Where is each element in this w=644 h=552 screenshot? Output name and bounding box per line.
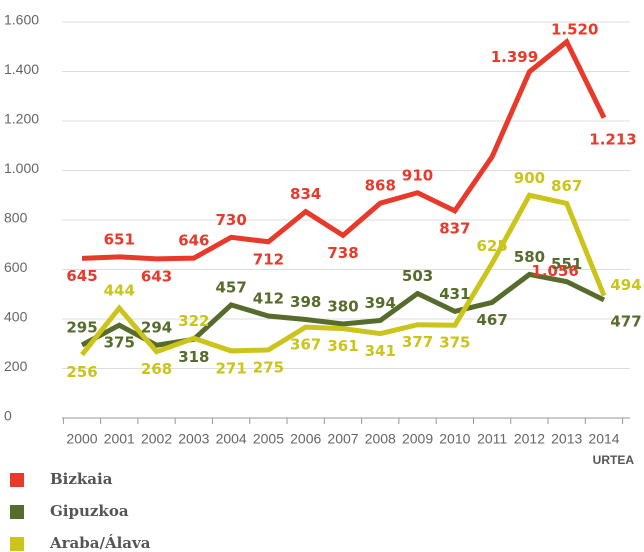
- data-label: 380: [327, 297, 358, 315]
- data-label: 398: [290, 293, 321, 311]
- data-label: 1.056: [531, 262, 578, 280]
- data-label: 712: [253, 250, 284, 268]
- data-label: 394: [365, 294, 396, 312]
- y-tick-label: 1.200: [4, 111, 39, 127]
- x-axis-label: URTEA: [593, 453, 635, 467]
- data-label: 341: [365, 342, 396, 360]
- data-label: 412: [253, 290, 284, 308]
- x-tick-label: 2006: [290, 431, 321, 447]
- data-label: 375: [104, 334, 135, 352]
- data-label: 322: [178, 312, 209, 330]
- data-label: 271: [215, 359, 246, 377]
- x-tick-label: 2004: [216, 431, 247, 447]
- y-tick-label: 1.600: [4, 12, 39, 28]
- data-label: 444: [104, 282, 135, 300]
- data-label: 318: [178, 348, 209, 366]
- data-label: 625: [476, 237, 507, 255]
- y-tick-label: 200: [4, 358, 28, 374]
- data-label: 295: [66, 318, 97, 336]
- data-label: 467: [476, 311, 507, 329]
- x-tick-label: 2009: [402, 431, 433, 447]
- data-label: 294: [141, 319, 172, 337]
- y-tick-label: 800: [4, 210, 28, 226]
- data-label: 837: [439, 219, 470, 237]
- data-label: 1.399: [491, 48, 538, 66]
- data-label: 375: [439, 334, 470, 352]
- data-label: 868: [365, 177, 396, 195]
- x-tick-label: 2002: [141, 431, 172, 447]
- y-tick-label: 0: [4, 408, 12, 424]
- data-label: 834: [290, 185, 321, 203]
- data-label: 361: [327, 337, 358, 355]
- x-tick-label: 2005: [253, 431, 284, 447]
- data-label: 377: [402, 333, 433, 351]
- legend-label: Bizkaia: [50, 470, 113, 488]
- data-label: 580: [514, 248, 545, 266]
- y-tick-label: 1.000: [4, 160, 39, 176]
- legend-label: Araba/Álava: [49, 534, 151, 552]
- data-label: 268: [141, 360, 172, 378]
- y-tick-label: 400: [4, 309, 28, 325]
- data-label: 551: [551, 255, 582, 273]
- legend-label: Gipuzkoa: [50, 502, 129, 520]
- x-tick-label: 2007: [327, 431, 358, 447]
- x-tick-label: 2000: [66, 431, 97, 447]
- data-label: 738: [327, 244, 358, 262]
- legend-swatch: [10, 473, 24, 487]
- data-label: 1.520: [551, 20, 598, 38]
- data-label: 730: [215, 211, 246, 229]
- x-tick-label: 2013: [551, 431, 582, 447]
- x-tick-label: 2003: [178, 431, 209, 447]
- series-line: [80, 271, 606, 348]
- data-label: 900: [514, 169, 545, 187]
- data-label: 1.213: [589, 130, 636, 148]
- x-tick-label: 2010: [439, 431, 470, 447]
- legend-swatch: [10, 537, 24, 551]
- data-label: 503: [402, 267, 433, 285]
- data-label: 457: [215, 278, 246, 296]
- data-label: 646: [178, 232, 209, 250]
- series-line: [80, 192, 607, 357]
- data-label: 477: [610, 312, 641, 330]
- data-label: 494: [610, 276, 641, 294]
- x-tick-label: 2012: [514, 431, 545, 447]
- data-label: 431: [439, 285, 470, 303]
- data-label: 643: [141, 267, 172, 285]
- x-tick-label: 2014: [588, 431, 619, 447]
- data-label: 910: [402, 166, 433, 184]
- data-label: 367: [290, 336, 321, 354]
- y-tick-label: 600: [4, 259, 28, 275]
- x-tick-label: 2008: [365, 431, 396, 447]
- series-line: [81, 37, 607, 262]
- data-label: 256: [66, 363, 97, 381]
- legend-swatch: [10, 505, 24, 519]
- x-tick-label: 2011: [477, 431, 507, 447]
- data-label: 645: [66, 267, 97, 285]
- data-label: 651: [104, 230, 135, 248]
- data-label: 867: [551, 177, 582, 195]
- y-tick-label: 1.400: [4, 61, 39, 77]
- data-label: 275: [253, 358, 284, 376]
- x-tick-label: 2001: [104, 431, 135, 447]
